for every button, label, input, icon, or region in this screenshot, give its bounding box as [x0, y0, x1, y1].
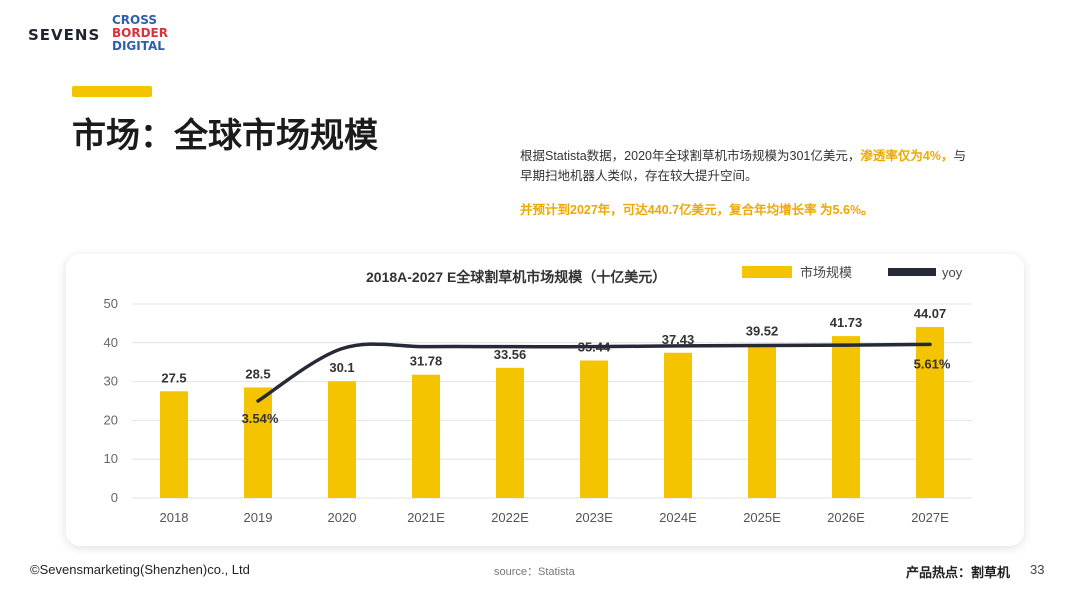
legend-swatch-line: [888, 268, 936, 276]
bar: [244, 387, 272, 498]
x-tick-label: 2023E: [575, 510, 613, 525]
description-highlight: 渗透率仅为4%，: [860, 149, 954, 163]
bar-data-label: 28.5: [245, 366, 270, 381]
description-text-b: 与早期扫地机器人类似，存在较大提升空间。: [520, 149, 966, 183]
logo-line-2: BORDER: [112, 26, 168, 40]
x-tick-label: 2019: [244, 510, 273, 525]
description-paragraph-2: 并预计到2027年，可达440.7亿美元，复合年均增长率 为5.6%。: [520, 203, 874, 217]
page-number: 33: [1030, 562, 1045, 577]
cross-border-digital-logo: CROSS BORDER DIGITAL: [112, 14, 182, 53]
chart-title: 2018A-2027 E全球割草机市场规模（十亿美元）: [366, 269, 666, 285]
page-title: 市场：全球市场规模: [72, 116, 378, 156]
x-tick-label: 2020: [328, 510, 357, 525]
bar: [412, 374, 440, 498]
y-tick-label: 10: [104, 451, 118, 466]
bar: [328, 381, 356, 498]
bar-data-label: 30.1: [329, 360, 354, 375]
market-size-chart: 0 10 20 30 40 50 2018A-2027 E全球割草机市场规模（十亿美元） 市场…: [104, 265, 972, 525]
x-tick-label: 2027E: [911, 510, 949, 525]
yoy-data-label: 5.61%: [914, 356, 951, 371]
y-tick-label: 0: [111, 490, 118, 505]
bar: [496, 367, 524, 498]
logo-line-3: DIGITAL: [112, 39, 165, 53]
sevens-logo: SEVENS: [28, 26, 101, 44]
x-tick-label: 2025E: [743, 510, 781, 525]
bar-data-label: 41.73: [830, 315, 863, 330]
title-accent-bar: [72, 86, 152, 97]
description-paragraph-1: 根据Statista数据，2020年全球割草机市场规模为301亿美元，渗透率仅为…: [520, 146, 970, 186]
bar: [748, 344, 776, 498]
x-tick-label: 2022E: [491, 510, 529, 525]
y-tick-label: 30: [104, 374, 118, 389]
logo-line-1: CROSS: [112, 13, 157, 27]
x-tick-label: 2018: [160, 510, 189, 525]
x-tick-label: 2021E: [407, 510, 445, 525]
legend-swatch-bars: [742, 266, 792, 278]
description-block: 根据Statista数据，2020年全球割草机市场规模为301亿美元，渗透率仅为…: [520, 146, 970, 220]
bar-data-label: 39.52: [746, 324, 779, 339]
bar-data-label: 37.43: [662, 332, 695, 347]
bar: [916, 327, 944, 498]
x-tick-label: 2026E: [827, 510, 865, 525]
description-text-a: 根据Statista数据，2020年全球割草机市场规模为301亿美元，: [520, 149, 861, 163]
x-tick-label: 2024E: [659, 510, 697, 525]
bar: [160, 391, 188, 498]
yoy-line: [256, 342, 932, 403]
y-tick-label: 50: [104, 296, 118, 311]
bar-data-label: 44.07: [914, 306, 947, 321]
footer-topic: 产品热点：割草机: [906, 565, 1011, 580]
legend-label-line: yoy: [942, 265, 963, 280]
bar-data-label: 31.78: [410, 354, 443, 369]
bar-data-label: 33.56: [494, 347, 527, 362]
bar: [832, 336, 860, 498]
bar: [664, 352, 692, 498]
bar: [580, 360, 608, 498]
footer-source: source：Statista: [494, 566, 575, 578]
legend-label-bars: 市场规模: [800, 265, 852, 280]
footer-copyright: ©Sevensmarketing(Shenzhen)co., Ltd: [30, 562, 250, 577]
y-tick-label: 40: [104, 335, 118, 350]
chart-card: 0 10 20 30 40 50 2018A-2027 E全球割草机市场规模（十亿美元） 市场…: [66, 254, 1024, 546]
y-tick-label: 20: [104, 412, 118, 427]
bar-data-label: 27.5: [161, 370, 186, 385]
yoy-data-label: 3.54%: [242, 411, 279, 426]
